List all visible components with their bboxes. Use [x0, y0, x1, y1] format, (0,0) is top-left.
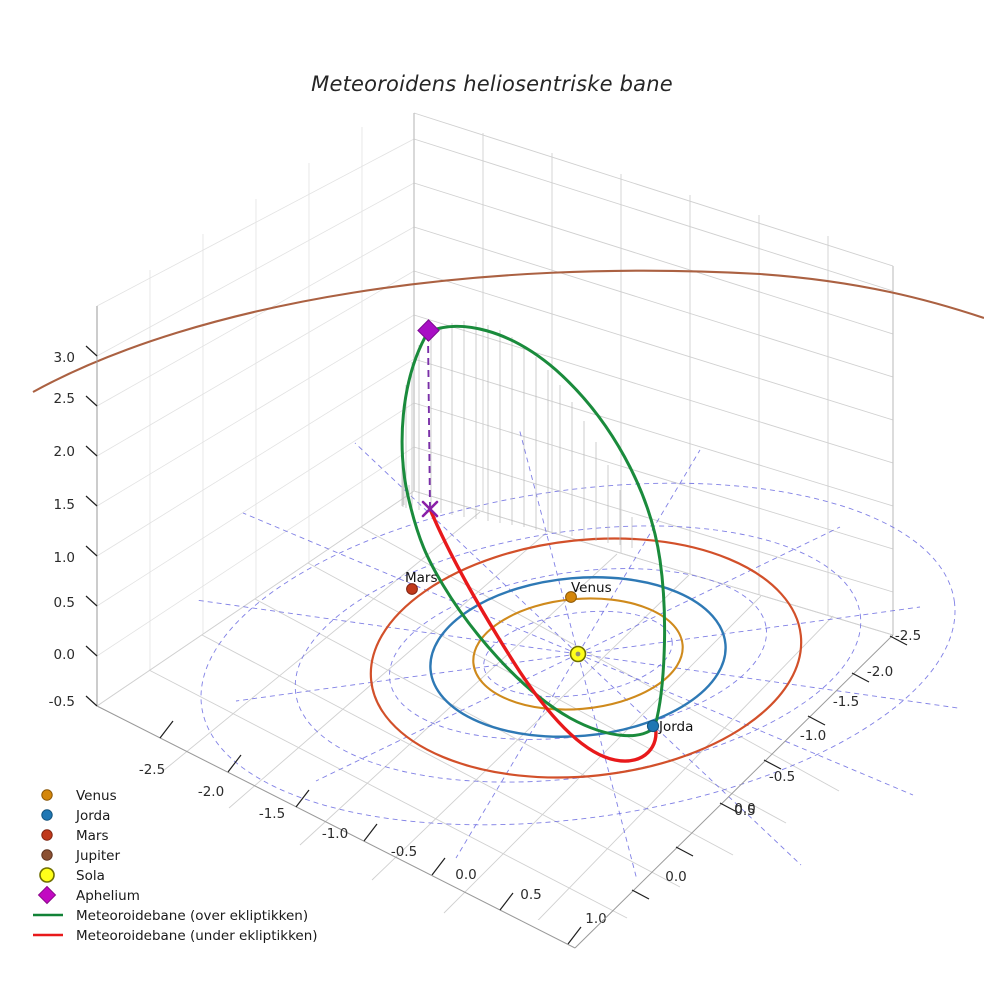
legend-item-jupiter[interactable]: Jupiter [41, 848, 121, 864]
legend-item-meteoroid-below[interactable]: Meteoroidebane (under ekliptikken) [33, 928, 318, 944]
planet-marker-mars [406, 583, 418, 595]
ztick-0-5: 0.5 [54, 595, 75, 611]
legend-label-aphelium: Aphelium [76, 888, 140, 904]
ztick-1-0: 1.0 [54, 550, 75, 566]
legend-label-jorda: Jorda [75, 808, 110, 824]
xtick-neg-0-5: -0.5 [391, 844, 417, 860]
aphelion-marker [417, 319, 440, 342]
legend-item-mars[interactable]: Mars [41, 828, 109, 844]
meteoroid-orbit-below-ecliptic [428, 507, 658, 763]
label-mars: Mars [405, 570, 438, 586]
xtick-neg-1-0: -1.0 [322, 826, 348, 842]
axis-y-near-labels: 0.0 [734, 801, 755, 817]
ztick-2-5: 2.5 [54, 391, 75, 407]
ztick-3-0: 3.0 [54, 350, 75, 366]
axis-x-ticks [159, 720, 582, 945]
orbit-mars [369, 537, 803, 779]
pane-right-back [413, 112, 894, 636]
ytick-neg-0-5: -0.5 [769, 769, 795, 785]
ytick-0-0-label: 0.0 [734, 801, 755, 817]
xtick-0-0: 0.0 [455, 867, 476, 883]
legend-item-jorda[interactable]: Jorda [41, 808, 111, 824]
ytick-1-0: 0.0 [665, 869, 686, 885]
planet-marker-venus [565, 591, 577, 603]
xtick-1-0: 1.0 [585, 911, 606, 927]
legend-label-mars: Mars [76, 828, 109, 844]
axis-z: 3.0 2.5 2.0 1.5 1.0 0.5 0.0 -0.5 [49, 306, 98, 710]
meteoroid-orbit-above-ecliptic [400, 324, 667, 738]
orbit-jorda [429, 576, 727, 738]
axes-panes [96, 112, 894, 920]
xtick-neg-2-5: -2.5 [139, 762, 165, 778]
xtick-neg-2-0: -2.0 [198, 784, 224, 800]
axis-x: -2.5 -2.0 -1.5 -1.0 -0.5 0.0 0.5 1.0 [96, 705, 607, 949]
ytick-0-5: 0.5 [734, 803, 755, 819]
label-venus: Venus [571, 580, 612, 596]
sun-marker [569, 645, 587, 663]
orbit-jupiter [32, 269, 984, 393]
axis-y: 0.5 0.0 -0.5 -1.0 -1.5 -2.0 -2.5 [574, 628, 921, 949]
legend-label-jupiter: Jupiter [75, 848, 120, 864]
legend-item-sola[interactable]: Sola [39, 867, 105, 884]
legend-item-venus[interactable]: Venus [41, 788, 117, 804]
axis-y-ticks [631, 635, 908, 900]
legend-label-venus: Venus [76, 788, 117, 804]
ztick-1-5: 1.5 [54, 497, 75, 513]
axis-z-ticks [85, 345, 98, 707]
aphelion-projection-marker [421, 500, 439, 518]
xtick-neg-1-5: -1.5 [259, 806, 285, 822]
ytick-neg-1-5: -1.5 [833, 694, 859, 710]
legend-label-meteoroid-above: Meteoroidebane (over ekliptikken) [76, 908, 308, 924]
legend-label-sola: Sola [76, 868, 105, 884]
ztick-0-0: 0.0 [54, 647, 75, 663]
planet-marker-jorda [646, 719, 660, 733]
ytick-neg-2-0: -2.0 [867, 664, 893, 680]
legend-label-meteoroid-below: Meteoroidebane (under ekliptikken) [76, 928, 318, 944]
ytick-neg-1-0: -1.0 [800, 728, 826, 744]
legend-item-meteoroid-above[interactable]: Meteoroidebane (over ekliptikken) [33, 908, 308, 924]
pane-left-back [96, 113, 415, 707]
xtick-0-5: 0.5 [520, 887, 541, 903]
label-jorda: Jorda [658, 719, 693, 735]
ytick-neg-2-5: -2.5 [895, 628, 921, 644]
legend-item-aphelium[interactable]: Aphelium [37, 885, 140, 905]
ztick-2-0: 2.0 [54, 444, 75, 460]
aphelion-drop-line [427, 333, 431, 509]
ztick-neg-0-5: -0.5 [49, 694, 75, 710]
page-title: Meteoroidens heliosentriske bane [311, 72, 673, 96]
legend: Venus Jorda Mars Jupiter Sola Aphelium [33, 788, 318, 944]
projection-stems [401, 321, 633, 548]
